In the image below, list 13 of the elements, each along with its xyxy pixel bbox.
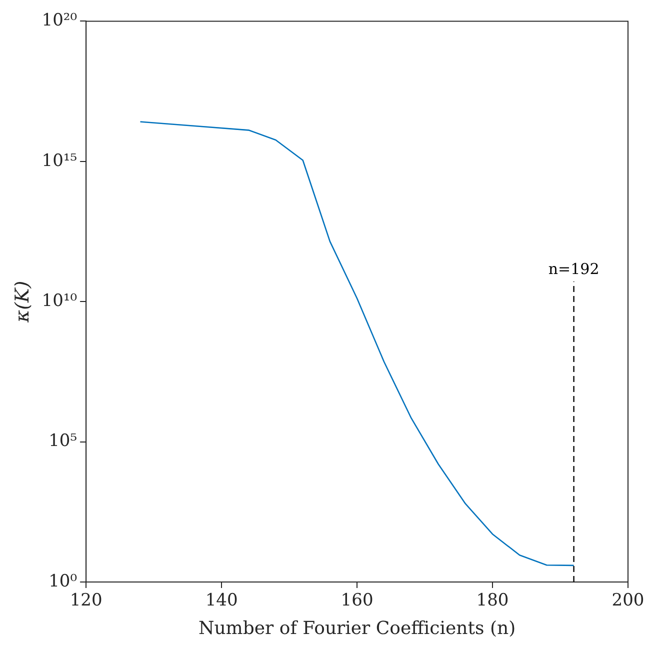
x-tick-label: 180 (476, 590, 509, 611)
x-tick-label: 160 (340, 590, 374, 611)
ref-line-label: n=192 (548, 260, 600, 278)
y-tick-label: 10⁰ (48, 571, 78, 592)
x-tick-label: 120 (70, 590, 102, 611)
x-axis-title: Number of Fourier Coefficients (n) (198, 618, 516, 639)
y-tick-label: 10²⁰ (42, 10, 78, 31)
x-tick-label: 140 (205, 590, 238, 611)
y-tick-label: 10¹⁰ (42, 291, 78, 312)
y-tick-label: 10⁵ (48, 431, 78, 452)
x-tick-label: 200 (612, 590, 644, 611)
y-tick-label: 10¹⁵ (42, 150, 78, 171)
y-axis-title: κ(K) (11, 280, 34, 324)
